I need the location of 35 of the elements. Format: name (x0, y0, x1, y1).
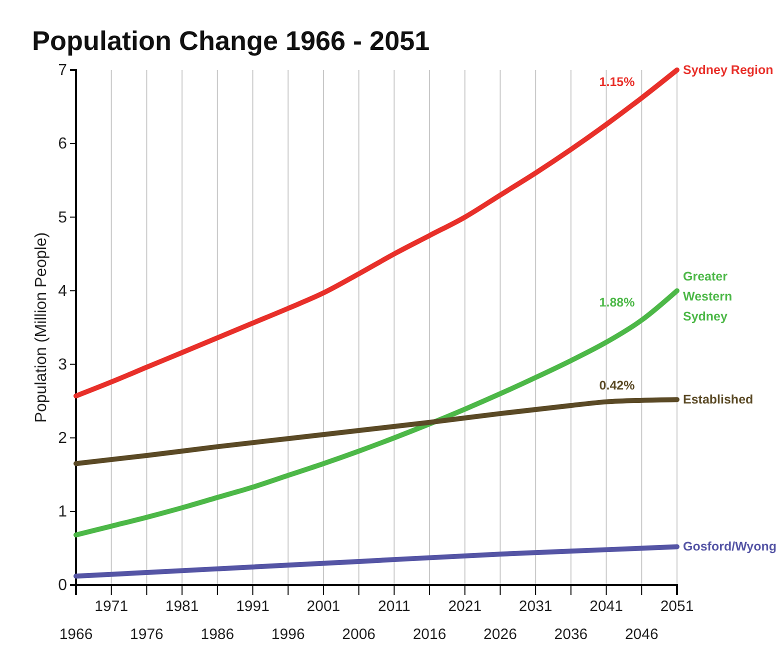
y-tick-label: 2 (58, 430, 68, 447)
x-tick-label: 1996 (271, 626, 305, 643)
y-tick-label: 0 (58, 577, 68, 594)
x-tick-label: 2046 (624, 626, 658, 643)
y-tick-label: 1 (58, 504, 68, 521)
y-tick-label: 7 (58, 62, 68, 80)
x2-tick-label: 2051 (660, 598, 694, 615)
x2-tick-label: 2031 (518, 598, 552, 615)
annotation: 1.88% (599, 296, 635, 310)
chart-title: Population Change 1966 - 2051 (32, 26, 430, 56)
x2-tick-label: 2041 (590, 598, 623, 615)
x-tick-label: 2006 (342, 626, 376, 643)
y-tick-label: 5 (58, 209, 68, 226)
series-label: Gosford/Wyong (683, 540, 777, 554)
x2-tick-label: 2021 (448, 598, 482, 615)
x2-tick-label: 2001 (306, 598, 340, 615)
x-tick-label: 2026 (484, 626, 517, 643)
annotation: 0.42% (599, 378, 635, 393)
x2-tick-label: 1991 (236, 598, 270, 615)
x-tick-label: 2016 (412, 626, 446, 643)
y-tick-label: 6 (58, 136, 68, 153)
series-label: Sydney Region (683, 63, 774, 77)
x-tick-label: 1986 (200, 626, 234, 643)
series-label: Established (683, 392, 754, 407)
y-tick-label: 4 (58, 282, 68, 300)
x2-tick-label: 1971 (94, 598, 128, 615)
series-label: Greater Western Sydney (683, 270, 732, 324)
y-tick-label: 3 (58, 356, 68, 374)
x2-tick-label: 2011 (378, 598, 410, 615)
x-tick-label: 1976 (130, 626, 164, 643)
y-axis-title: Population (Million People) (33, 232, 50, 423)
x-tick-label: 2036 (554, 626, 588, 643)
x-tick-label: 1966 (59, 626, 93, 643)
x2-tick-label: 1981 (165, 598, 199, 615)
annotation: 1.15% (599, 75, 635, 89)
